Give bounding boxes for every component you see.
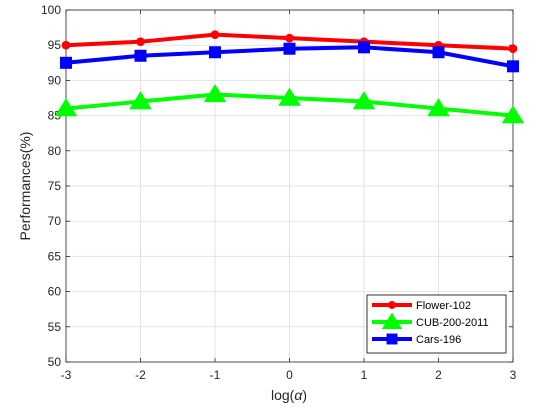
data-point-square [283,42,296,55]
legend-items: Flower-102 CUB-200-2011 Cars-196 [372,300,489,346]
axes [65,9,514,363]
data-point-triangle [427,98,450,117]
data-point-triangle [129,91,152,110]
data-point-square [432,46,445,59]
y-axis-label: Performances(%) [17,132,33,241]
data-point-circle [136,37,145,47]
y-tick-label: 80 [48,144,62,158]
legend-label: Flower-102 [416,300,471,312]
data-point-circle [388,301,396,309]
x-tick-label: -1 [210,368,221,382]
x-tick-label: -3 [61,368,72,382]
data-point-circle [285,33,294,43]
y-tick-label: 100 [41,3,61,17]
data-point-circle [61,40,71,50]
data-point-square [386,333,398,345]
y-tick-label: 90 [48,73,62,87]
data-point-triangle [501,105,525,124]
y-tick-label: 60 [48,285,62,299]
x-tick-label: 2 [435,368,442,382]
data-point-triangle [203,84,227,103]
data-point-circle [508,44,518,54]
y-tick-label: 50 [48,355,62,369]
legend-item: Cars-196 [372,333,461,346]
x-tick-label: 1 [361,368,368,382]
data-point-square [60,56,72,69]
data-point-triangle [54,98,78,117]
data-point-circle [210,30,220,39]
legend: Flower-102 CUB-200-2011 Cars-196 [366,294,507,354]
series-cars-196 [60,41,519,73]
data-point-triangle [381,312,403,329]
y-tick-label: 75 [48,179,62,193]
series-group [54,30,525,124]
legend-label: Cars-196 [416,334,461,346]
legend-item: Flower-102 [372,300,471,312]
y-tick-label: 55 [48,320,62,334]
y-tick-label: 70 [48,214,62,228]
data-point-square [209,46,221,59]
data-point-triangle [352,91,376,110]
x-tick-label: -2 [135,368,146,382]
x-axis-label-symbol: α [294,387,303,403]
data-point-square [507,60,519,73]
x-axis-label: log(α) [271,387,307,403]
data-point-triangle [278,87,301,106]
series-cub-200-2011 [54,84,525,124]
x-axis-label-prefix: log( [271,387,295,403]
y-tick-label: 95 [48,38,62,52]
y-tick-label: 65 [48,249,62,263]
legend-item: CUB-200-2011 [372,312,489,329]
data-point-square [358,41,370,54]
x-axis-label-suffix: ) [302,387,307,403]
data-point-square [134,49,147,62]
legend-label: CUB-200-2011 [416,317,489,329]
x-tick-label: 0 [286,368,293,382]
x-tick-label: 3 [510,368,517,382]
